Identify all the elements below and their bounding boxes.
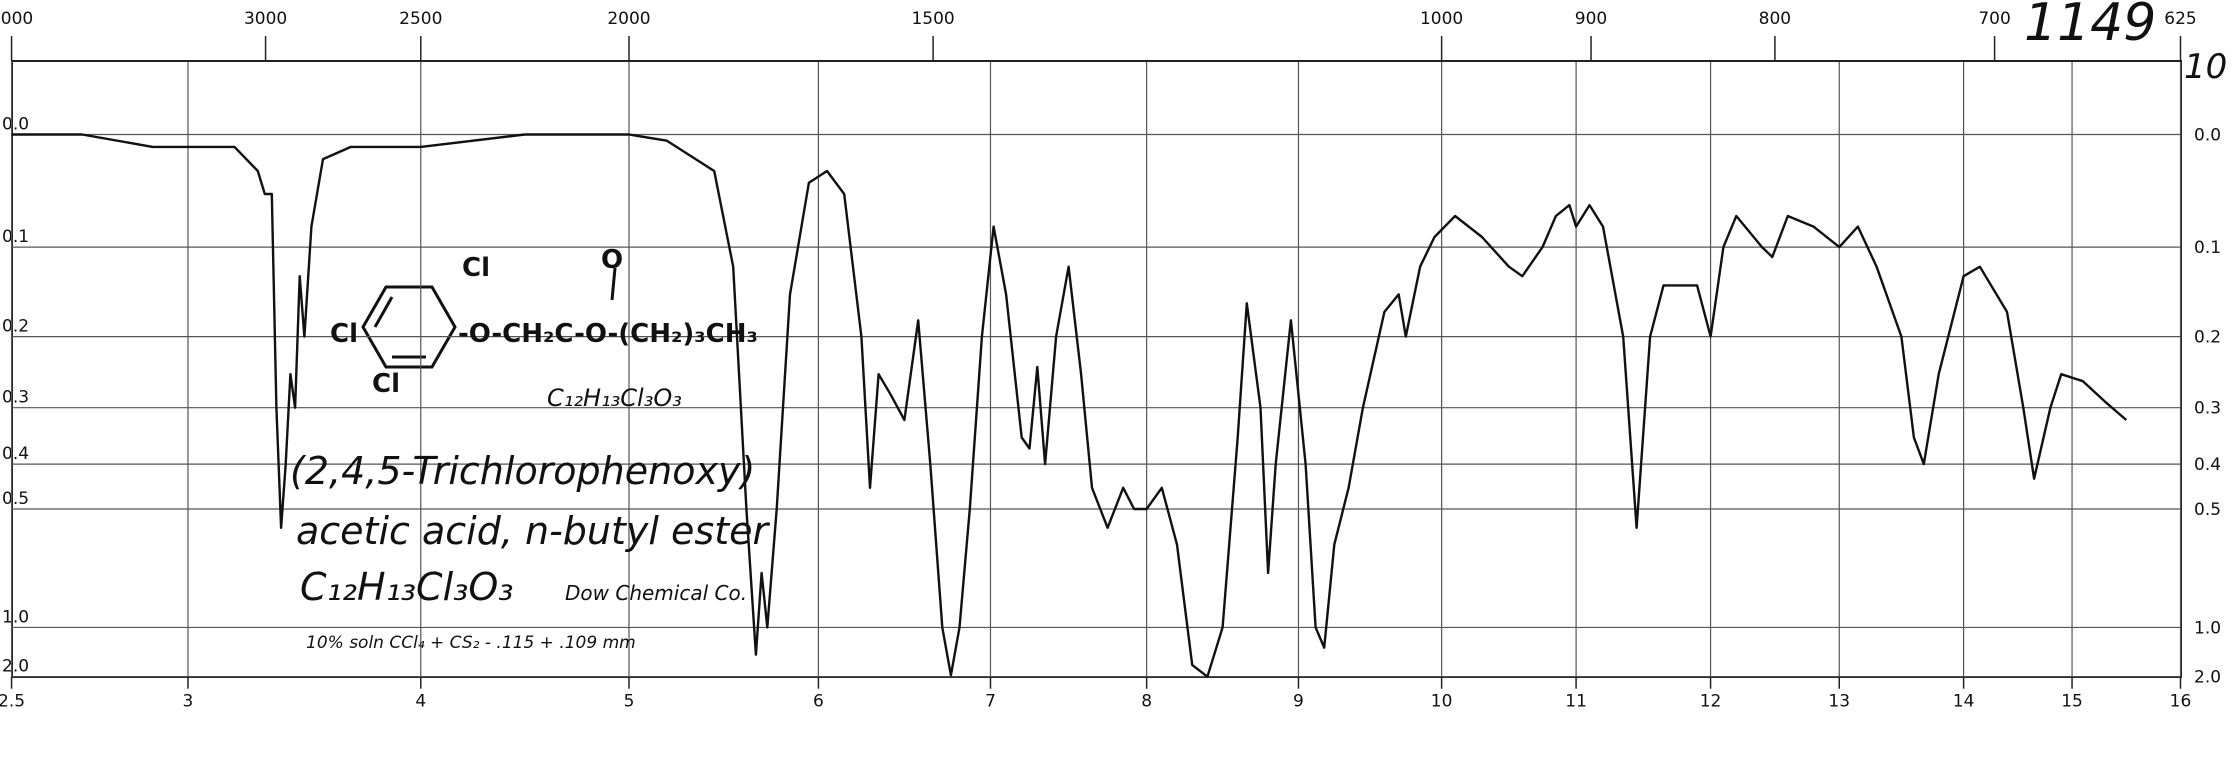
annotation: 10: [2184, 47, 2227, 87]
x2-tick-label: 1000: [1420, 9, 1463, 29]
y-tick-label-right: 0.0: [2194, 125, 2221, 145]
x-tick-label: 15: [2061, 692, 2083, 712]
y-tick-label-right: 0.4: [2194, 455, 2221, 475]
x-tick-label: 13: [1828, 692, 1850, 712]
x-tick-label: 16: [2170, 692, 2192, 712]
x2-tick-label: 2000: [607, 9, 650, 29]
x-tick-label: 8: [1141, 692, 1152, 712]
annotation: C₁₂H₁₃Cl₃O₃: [547, 384, 682, 412]
x2-tick-label: 625: [2164, 9, 2196, 29]
x2-tick-label: 2500: [399, 9, 442, 29]
y-tick-label: 0.0: [2, 114, 29, 134]
annotation: 10% soln CCl₄ + CS₂ - .115 + .109 mm: [306, 633, 636, 653]
x-tick-label: 2.5: [0, 692, 25, 712]
x2-tick-label: 1500: [911, 9, 954, 29]
annotation: Dow Chemical Co.: [565, 581, 747, 605]
annotation: (2,4,5-Trichlorophenoxy): [290, 449, 755, 493]
y-tick-label-right: 0.5: [2194, 500, 2221, 520]
x2-tick-label: 700: [1978, 9, 2010, 29]
y-tick-label-right: 2.0: [2194, 668, 2221, 688]
x-tick-label: 9: [1293, 692, 1304, 712]
annotation: -O-CH₂C-O-(CH₂)₃CH₃: [458, 319, 758, 349]
annotation: acetic acid, n-butyl ester: [296, 509, 770, 553]
x-tick-label: 6: [813, 692, 824, 712]
x2-tick-label: 4000: [0, 9, 33, 29]
y-tick-label-right: 1.0: [2194, 618, 2221, 638]
y-tick-label: 1.0: [2, 607, 29, 627]
x2-tick-label: 900: [1575, 9, 1607, 29]
y-tick-label: 0.4: [2, 444, 29, 464]
y-tick-label-right: 0.1: [2194, 238, 2221, 258]
x-tick-label: 7: [985, 692, 996, 712]
annotation: 1149: [2024, 0, 2156, 53]
spectrum-line: [11, 133, 2128, 678]
benzene-ring: [361, 285, 457, 369]
annotation: C₁₂H₁₃Cl₃O₃: [300, 565, 514, 609]
x-tick-label: 14: [1953, 692, 1975, 712]
x-tick-label: 11: [1565, 692, 1587, 712]
x-tick-label: 3: [183, 692, 194, 712]
y-tick-label: 2.0: [2, 657, 29, 677]
y-tick-label: 0.3: [2, 388, 29, 408]
annotation: Cl: [372, 369, 400, 399]
annotation: Cl: [462, 253, 490, 283]
y-tick-label-right: 0.3: [2194, 399, 2221, 419]
y-tick-label-right: 0.2: [2194, 328, 2221, 348]
annotation: Cl: [330, 319, 358, 349]
y-tick-label: 0.1: [2, 227, 29, 247]
y-tick-label: 0.2: [2, 317, 29, 337]
x-tick-label: 12: [1700, 692, 1722, 712]
carbonyl-bond: [610, 267, 617, 301]
x2-tick-label: 3000: [244, 9, 287, 29]
x-tick-label: 5: [624, 692, 635, 712]
x-tick-label: 4: [415, 692, 426, 712]
annotation: O: [601, 245, 623, 275]
y-tick-label: 0.5: [2, 489, 29, 509]
ring-bond: [373, 296, 394, 328]
x2-tick-label: 800: [1759, 9, 1791, 29]
x-tick-label: 10: [1431, 692, 1453, 712]
